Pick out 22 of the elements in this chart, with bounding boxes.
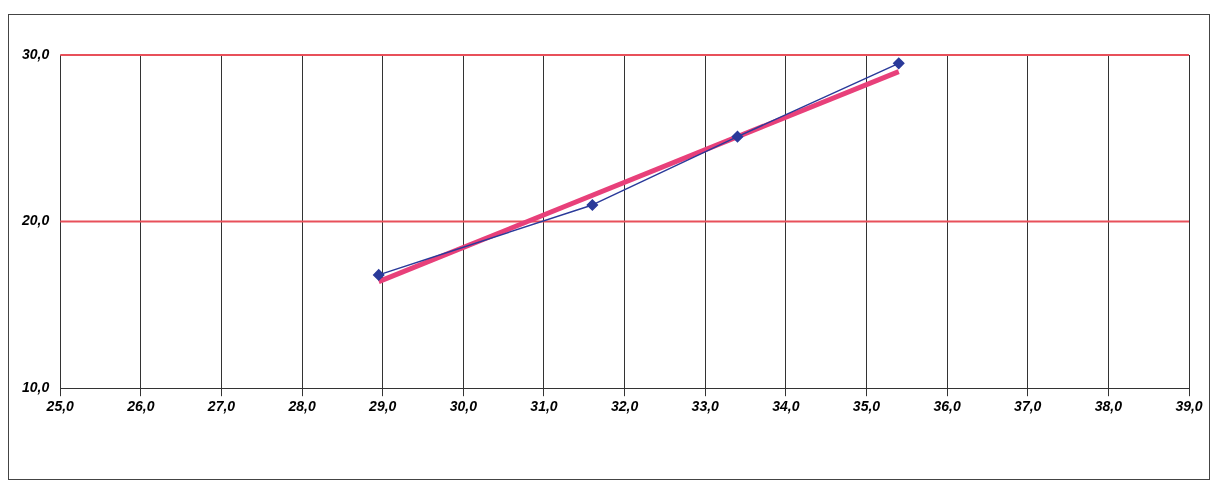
x-tick-label: 27,0 [206,398,236,415]
point [586,199,599,211]
x-tick-label: 37,0 [1014,398,1042,415]
x-tick-label: 33,0 [691,398,720,415]
x-tick-label: 39,0 [1175,398,1203,415]
x-tick-label: 35,0 [852,398,881,415]
y-tick-label: 10,0 [22,379,50,396]
point [731,130,744,143]
y-tick-label: 30,0 [22,45,50,62]
x-tick-label: 25,0 [45,398,75,415]
y-tick-label: 20,0 [21,212,50,229]
x-tick-label: 30,0 [449,398,478,415]
x-tick-label: 32,0 [611,398,639,415]
x-tick-label: 38,0 [1094,398,1123,415]
point [893,57,905,70]
x-tick-label: 26,0 [126,398,155,415]
x-tick-label: 28,0 [287,398,316,415]
point [372,269,385,281]
x-tick-label: 29,0 [368,398,397,415]
x-tick-label: 34,0 [772,398,800,415]
x-tick-label: 31,0 [530,398,558,415]
x-tick-label: 36,0 [933,398,961,415]
